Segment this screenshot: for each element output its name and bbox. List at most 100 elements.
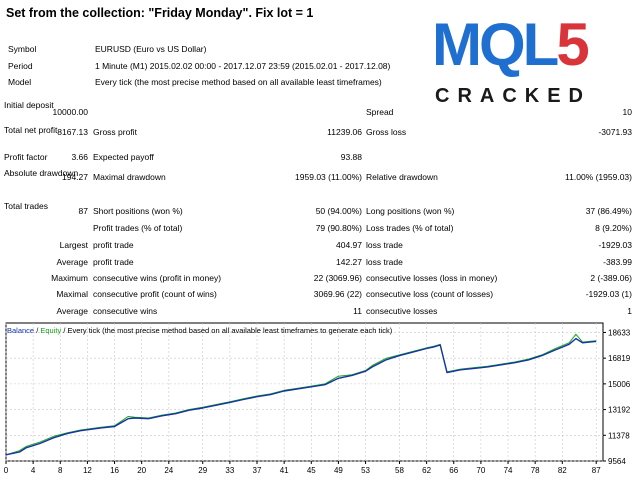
stat-label: Maximal drawdown [93, 172, 166, 182]
grid-layer [5, 323, 603, 462]
info-value: 1 Minute (M1) 2015.02.02 00:00 - 2017.12… [95, 61, 391, 71]
x-tick-label: 16 [110, 466, 119, 475]
stat-label: profit trade [93, 257, 134, 267]
chart-border [5, 322, 604, 462]
stat-value: 3.66 [71, 152, 88, 162]
x-tick-label: 29 [198, 466, 207, 475]
stat-label: Spread [366, 107, 394, 117]
stat-value: -1929.03 (1) [585, 289, 632, 299]
x-tick-label: 0 [4, 466, 9, 475]
x-tick-label: 53 [361, 466, 370, 475]
x-tick-label: 49 [334, 466, 343, 475]
stat-label: loss trade [366, 257, 403, 267]
stat-label: Gross loss [366, 127, 407, 137]
report-title: Set from the collection: "Friday Monday"… [6, 6, 314, 20]
stat-label: consecutive wins [93, 306, 158, 316]
series-layer [5, 333, 597, 456]
stat-value: -3071.93 [598, 127, 632, 137]
stat-value: 3069.96 (22) [313, 289, 362, 299]
y-tick-label: 11378 [608, 431, 630, 440]
x-tick-label: 8 [58, 466, 63, 475]
stat-value: 194.27 [62, 172, 88, 182]
x-tick-label: 70 [476, 466, 485, 475]
info-value: EURUSD (Euro vs US Dollar) [95, 44, 207, 54]
x-tick-label: 82 [558, 466, 567, 475]
stat-label: Loss trades (% of total) [366, 223, 454, 233]
info-label: Period [8, 61, 33, 71]
stat-label: Total trades [4, 201, 48, 211]
stat-label: Short positions (won %) [93, 206, 183, 216]
stat-label: consecutive wins (profit in money) [93, 273, 222, 283]
stat-value: 8 (9.20%) [595, 223, 632, 233]
stat-value: 1959.03 (11.00%) [295, 172, 362, 182]
x-tick-label: 74 [504, 466, 513, 475]
stat-label: consecutive losses [366, 306, 438, 316]
stat-value: 11.00% (1959.03) [565, 172, 632, 182]
x-tick-label: 45 [307, 466, 316, 475]
stat-value: 2 (-389.06) [590, 273, 632, 283]
stat-value: 50 (94.00%) [315, 206, 362, 216]
info-label: Model [8, 77, 32, 87]
stat-value: 37 (86.49%) [585, 206, 632, 216]
stat-value: 93.88 [340, 152, 362, 162]
x-tick-label: 87 [592, 466, 601, 475]
stat-label: Relative drawdown [366, 172, 438, 182]
stat-label: Maximal [56, 289, 88, 299]
stat-label: Maximum [51, 273, 88, 283]
stat-label: Profit factor [4, 152, 48, 162]
legend-sep: / [61, 326, 68, 335]
legend-equity: Equity [40, 326, 62, 335]
logo-cracked: CRACKED [435, 85, 591, 107]
x-tick-label: 41 [280, 466, 289, 475]
legend-note: Every tick (the most precise method base… [67, 326, 393, 335]
y-tick-label: 15006 [608, 380, 631, 389]
stat-value: 1 [627, 306, 632, 316]
x-tick-label: 33 [225, 466, 234, 475]
stat-label: Initial deposit [4, 100, 54, 110]
stat-value: 404.97 [336, 240, 362, 250]
stat-label: Gross profit [93, 127, 137, 137]
stat-label: Total net profit [4, 125, 58, 135]
stat-value: 10 [622, 107, 632, 117]
stat-value: 142.27 [336, 257, 362, 267]
balance-line [5, 337, 597, 456]
stat-value: -1929.03 [598, 240, 632, 250]
logo-mql: MQL [432, 11, 559, 78]
y-tick-label: 16819 [608, 354, 631, 363]
y-tick-label: 9564 [608, 457, 626, 466]
balance-chart: 9564 11378 13192 15006 16819 18633 0 4 8 12 16 20 2… [0, 322, 640, 480]
stat-value: 11239.06 [327, 127, 362, 137]
stat-value: 8167.13 [57, 127, 88, 137]
stat-label: Average [56, 257, 88, 267]
stat-label: Profit trades (% of total) [93, 223, 183, 233]
x-tick-label: 20 [137, 466, 146, 475]
y-tick-label: 18633 [608, 328, 631, 337]
stat-value: 22 (3069.96) [313, 273, 362, 283]
stat-label: Expected payoff [93, 152, 154, 162]
stat-value: -383.99 [603, 257, 632, 267]
chart-legend: Balance / Equity / Every tick (the most … [7, 326, 392, 335]
x-tick-label: 62 [422, 466, 431, 475]
stat-label: Absolute drawdown [4, 168, 79, 178]
stat-value: 11 [353, 306, 362, 316]
info-value: Every tick (the most precise method base… [95, 77, 382, 87]
info-label: Symbol [8, 44, 37, 54]
stat-label: consecutive loss (count of losses) [366, 289, 494, 299]
logo-5: 5 [556, 11, 589, 78]
stat-label: Largest [59, 240, 88, 250]
x-tick-label: 37 [253, 466, 262, 475]
stat-value: 79 (90.80%) [315, 223, 362, 233]
legend-sep: / [34, 326, 41, 335]
y-axis-ticks: 9564 11378 13192 15006 16819 18633 [603, 328, 631, 466]
stat-label: Long positions (won %) [366, 206, 455, 216]
x-axis-ticks: 0 4 8 12 16 20 24 29 33 37 41 45 49 53 58 62 66 70 74 78 82 8… [4, 461, 601, 475]
stat-label: consecutive losses (loss in money) [366, 273, 498, 283]
stat-value: 87 [78, 206, 88, 216]
stat-label: profit trade [93, 240, 134, 250]
stat-label: Average [56, 306, 88, 316]
stat-label: loss trade [366, 240, 403, 250]
stat-value: 10000.00 [52, 107, 88, 117]
logo-main: MQL5 [432, 10, 590, 80]
x-tick-label: 58 [395, 466, 404, 475]
x-tick-label: 66 [449, 466, 458, 475]
